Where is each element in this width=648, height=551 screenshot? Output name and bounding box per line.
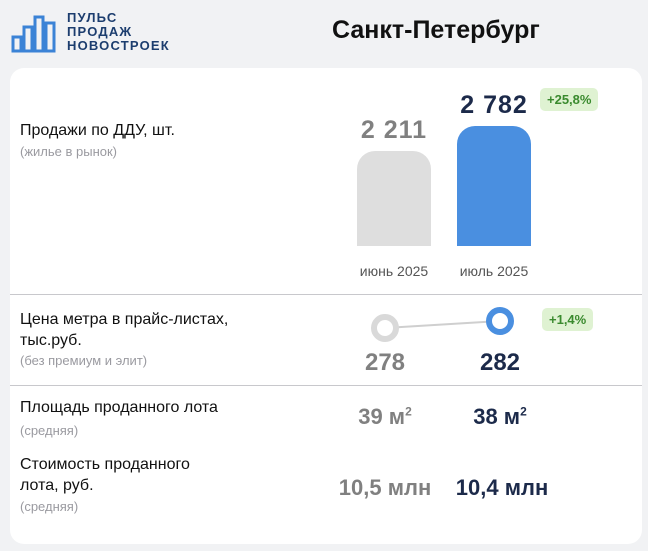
- price-trend-graphic: [371, 307, 514, 342]
- price-change-badge: +1,4%: [542, 308, 594, 331]
- sales-previous-value: 2 211: [360, 116, 428, 144]
- price-label: Цена метра в прайс-листах, тыс.руб.: [20, 311, 229, 349]
- price-sublabel: (без премиум и элит): [20, 353, 148, 368]
- sales-previous-bar: [357, 151, 431, 246]
- sales-current-value: 2 782: [460, 91, 528, 119]
- page-title: Санкт-Петербург: [332, 16, 540, 44]
- header: ПУЛЬС ПРОДАЖ НОВОСТРОЕК Санкт-Петербург: [0, 0, 648, 66]
- area-label: Площадь проданного лота: [20, 399, 218, 416]
- area-previous-value: 39 м2: [358, 404, 412, 429]
- cost-label: Стоимость проданного лота, руб.: [20, 456, 190, 494]
- price-current-marker: [486, 307, 514, 335]
- price-trend-line: [384, 320, 501, 329]
- sales-current-period: июль 2025: [459, 263, 529, 279]
- cost-current-value: 10,4 млн: [455, 475, 549, 500]
- stats-card: Продажи по ДДУ, шт. (жилье в рынок) 2 21…: [10, 68, 642, 544]
- cost-previous-value: 10,5 млн: [338, 475, 432, 500]
- area-sublabel: (средняя): [20, 423, 79, 438]
- sales-previous-period: июнь 2025: [359, 263, 429, 279]
- sales-label: Продажи по ДДУ, шт.: [20, 122, 175, 139]
- sales-sublabel: (жилье в рынок): [20, 144, 118, 159]
- logo-text: ПУЛЬС ПРОДАЖ НОВОСТРОЕК: [67, 10, 170, 53]
- logo: ПУЛЬС ПРОДАЖ НОВОСТРОЕК: [11, 11, 181, 55]
- cost-sublabel: (средняя): [20, 499, 79, 514]
- price-previous-value: 278: [364, 349, 406, 376]
- divider: [10, 294, 642, 295]
- sales-change-badge: +25,8%: [540, 88, 599, 111]
- divider: [10, 385, 642, 386]
- buildings-logo-icon: [11, 15, 56, 53]
- sales-current-bar: [457, 126, 531, 246]
- price-current-value: 282: [479, 349, 521, 376]
- area-current-value: 38 м2: [473, 404, 527, 429]
- price-previous-marker: [371, 314, 399, 342]
